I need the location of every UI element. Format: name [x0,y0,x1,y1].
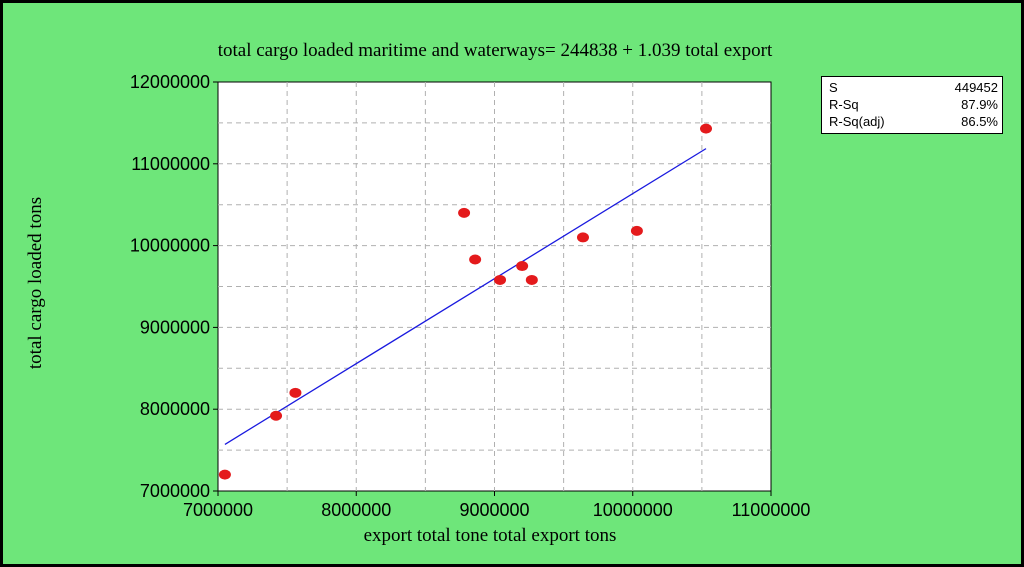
stat-value: 449452 [954,80,998,95]
data-point [270,410,283,421]
y-tick-label: 7000000 [140,481,210,501]
data-point [289,387,302,398]
regression-stats-box: S 449452 R-Sq 87.9% R-Sq(adj) 86.5% [821,76,1003,134]
y-tick-labels: 7000000 8000000 9000000 10000000 11000000 120… [130,72,218,501]
x-tick-label: 8000000 [321,500,391,520]
stat-label: R-Sq(adj) [829,114,885,129]
stat-label: S [829,80,838,95]
data-point [576,232,589,243]
data-point [525,274,538,285]
stat-value: 87.9% [961,97,998,112]
x-tick-labels: 7000000 8000000 9000000 10000000 11000000 [183,491,810,520]
regression-line [224,148,707,445]
x-tick-label: 7000000 [183,500,253,520]
data-point [458,207,471,218]
data-point [218,469,231,480]
x-tick-label: 11000000 [732,500,811,520]
stat-value: 86.5% [961,114,998,129]
y-tick-label: 10000000 [130,236,210,256]
stat-row-r-sq-adj: R-Sq(adj) 86.5% [829,113,998,130]
stat-row-r-sq: R-Sq 87.9% [829,96,998,113]
x-axis-label: export total tone total export tons [364,525,617,546]
grid-lines [218,82,771,491]
data-point [630,225,643,236]
y-tick-label: 9000000 [140,317,210,337]
scatter-plot: 7000000 8000000 9000000 10000000 11000000 70… [25,40,810,546]
stat-row-s: S 449452 [829,79,998,96]
data-point [516,261,529,272]
x-tick-label: 10000000 [593,500,673,520]
x-tick-label: 9000000 [459,500,529,520]
data-point [700,123,713,134]
data-point [494,274,507,285]
y-tick-label: 8000000 [140,399,210,419]
data-points [218,123,713,480]
y-tick-label: 12000000 [130,72,210,92]
y-tick-label: 11000000 [131,154,210,174]
chart-title: total cargo loaded maritime and waterway… [218,40,773,61]
fit-line-group [224,148,707,445]
stat-label: R-Sq [829,97,859,112]
y-axis-label: total cargo loaded tons [25,197,46,369]
data-point [469,254,482,265]
